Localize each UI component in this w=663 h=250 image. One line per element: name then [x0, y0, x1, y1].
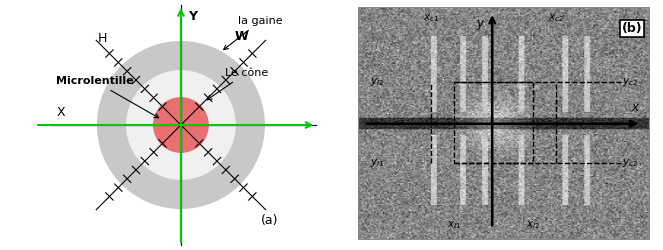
Text: $y_{c2}$: $y_{c2}$: [622, 76, 638, 88]
Text: $x_{c1}$: $x_{c1}$: [423, 12, 439, 24]
Text: $x_{l1}$: $x_{l1}$: [447, 219, 461, 231]
Text: x: x: [631, 102, 638, 114]
Bar: [454, 82, 533, 163]
Text: W: W: [235, 30, 248, 43]
Text: $y_{l2}$: $y_{l2}$: [370, 76, 384, 88]
Circle shape: [97, 42, 265, 208]
Text: X: X: [57, 106, 66, 119]
Text: Le cône: Le cône: [207, 68, 268, 100]
Text: $y_{c2}$: $y_{c2}$: [622, 157, 638, 169]
Text: (a): (a): [261, 214, 278, 227]
Text: H: H: [98, 32, 107, 45]
Text: $y_{l1}$: $y_{l1}$: [370, 157, 384, 169]
Text: Microlentille: Microlentille: [56, 76, 158, 118]
Text: y: y: [477, 17, 483, 30]
Circle shape: [127, 71, 235, 179]
Text: la gaine: la gaine: [223, 16, 283, 50]
Text: $x_{l2}$: $x_{l2}$: [526, 219, 540, 231]
Text: Y: Y: [188, 10, 197, 24]
Circle shape: [154, 98, 208, 152]
Text: $x_{c2}$: $x_{c2}$: [548, 12, 564, 24]
Text: (b): (b): [622, 22, 642, 35]
